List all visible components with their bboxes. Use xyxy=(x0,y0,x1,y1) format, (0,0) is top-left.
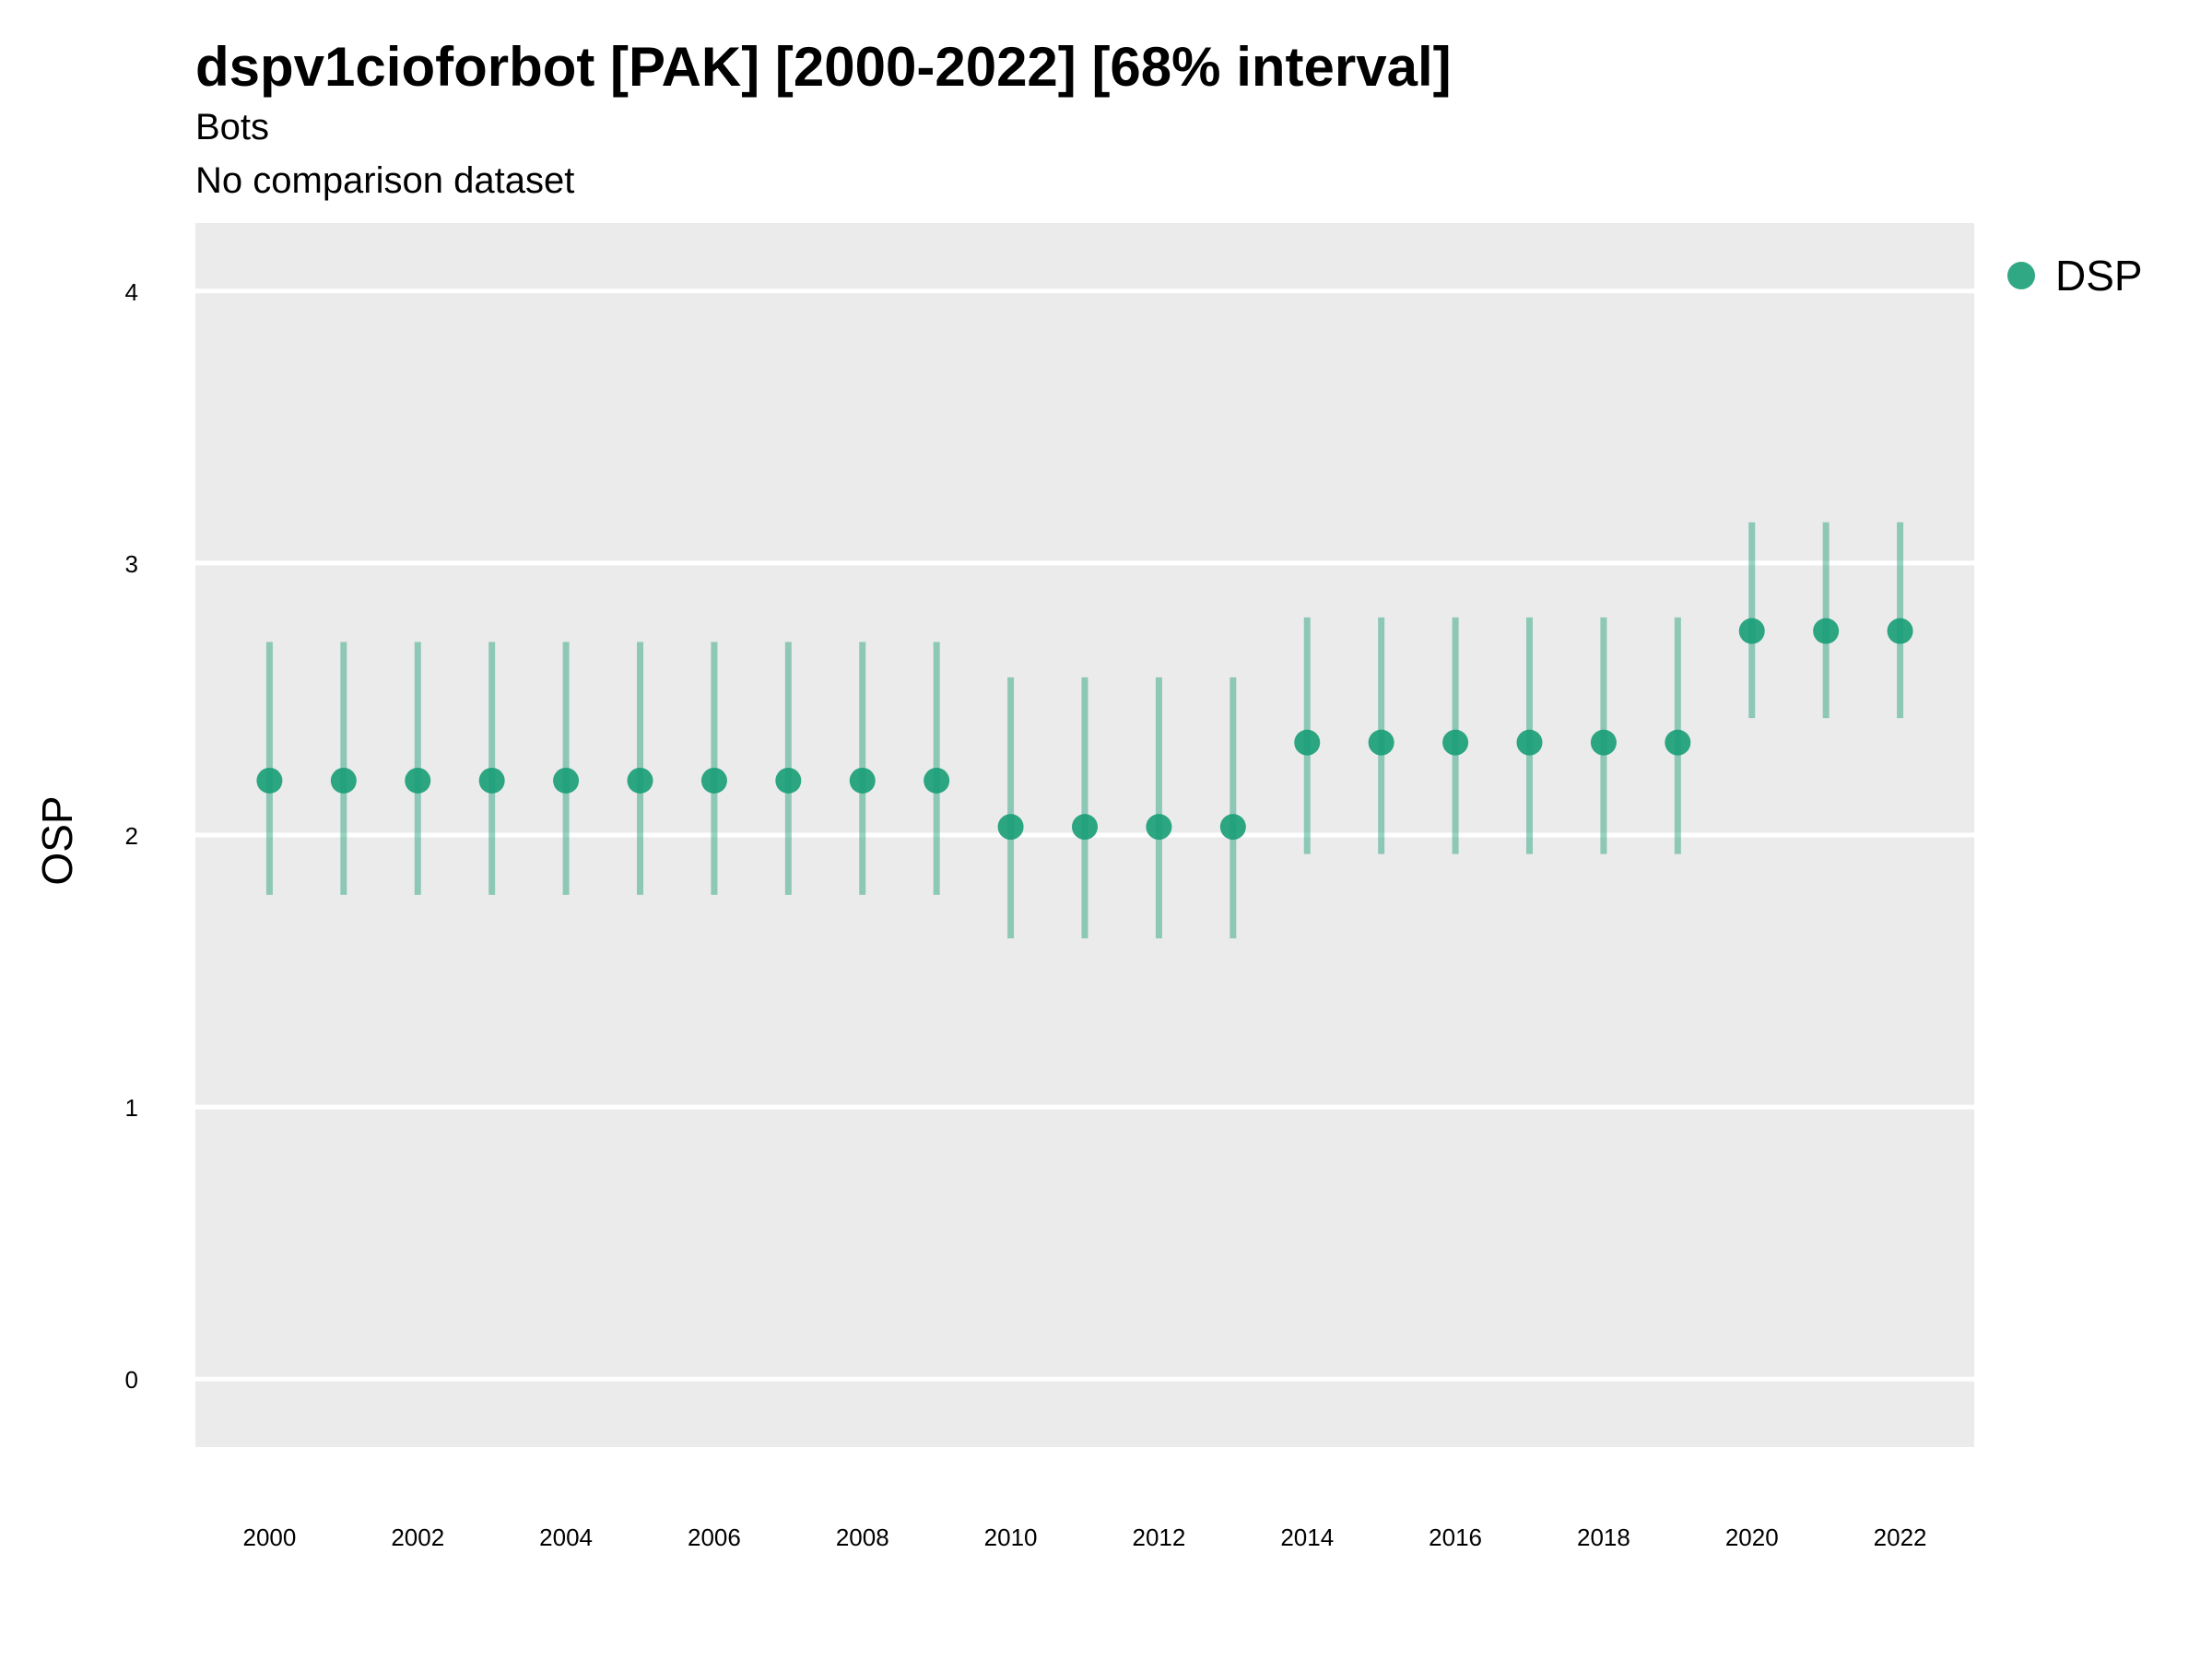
x-tick-label: 2022 xyxy=(1874,1524,1927,1551)
x-tick-label: 2000 xyxy=(242,1524,296,1551)
data-point xyxy=(478,767,505,794)
chart-title: dspv1cioforbot [PAK] [2000-2022] [68% in… xyxy=(195,36,1452,98)
y-tick-label: 3 xyxy=(125,550,138,578)
y-tick-label: 0 xyxy=(125,1366,138,1394)
x-tick-label: 2020 xyxy=(1725,1524,1779,1551)
data-point xyxy=(997,814,1024,841)
x-axis-ticks: 2000 2002 2004 2006 2008 2010 2012 2014 2016 2018… xyxy=(242,1524,1926,1551)
data-point xyxy=(1294,729,1321,756)
y-axis-label: OSP xyxy=(33,795,81,885)
data-points xyxy=(256,618,1913,841)
y-tick-label: 1 xyxy=(125,1094,138,1122)
x-tick-label: 2004 xyxy=(539,1524,593,1551)
data-point xyxy=(1813,618,1840,644)
data-point xyxy=(1516,729,1543,756)
legend-label-dsp: DSP xyxy=(2055,252,2143,300)
x-tick-label: 2006 xyxy=(688,1524,741,1551)
x-tick-label: 2018 xyxy=(1577,1524,1630,1551)
data-point xyxy=(700,767,727,794)
x-tick-label: 2010 xyxy=(984,1524,1038,1551)
data-point xyxy=(1590,729,1617,756)
x-tick-label: 2012 xyxy=(1132,1524,1185,1551)
x-tick-label: 2016 xyxy=(1429,1524,1482,1551)
data-point xyxy=(627,767,653,794)
x-tick-label: 2008 xyxy=(836,1524,889,1551)
data-point xyxy=(1665,729,1691,756)
legend-key-dsp xyxy=(2007,262,2035,289)
y-axis-ticks: 0 1 2 3 4 xyxy=(125,278,138,1394)
chart-subtitle: Bots xyxy=(195,107,270,147)
data-point xyxy=(330,767,357,794)
data-point xyxy=(1738,618,1765,644)
data-point xyxy=(1442,729,1469,756)
legend: DSP xyxy=(2007,251,2143,300)
data-point xyxy=(1146,814,1172,841)
x-tick-label: 2014 xyxy=(1280,1524,1334,1551)
data-point xyxy=(849,767,876,794)
data-point xyxy=(1219,814,1246,841)
data-point xyxy=(775,767,802,794)
y-tick-label: 4 xyxy=(125,278,138,306)
data-point xyxy=(553,767,580,794)
data-point xyxy=(1887,618,1913,644)
data-point xyxy=(256,767,283,794)
grid-lines xyxy=(195,288,1974,1382)
x-tick-label: 2002 xyxy=(391,1524,444,1551)
data-point xyxy=(405,767,431,794)
chart-caption: No comparison dataset xyxy=(195,160,575,201)
data-point xyxy=(1072,814,1098,841)
data-point xyxy=(924,767,950,794)
data-point xyxy=(1368,729,1394,756)
y-tick-label: 2 xyxy=(125,822,138,850)
